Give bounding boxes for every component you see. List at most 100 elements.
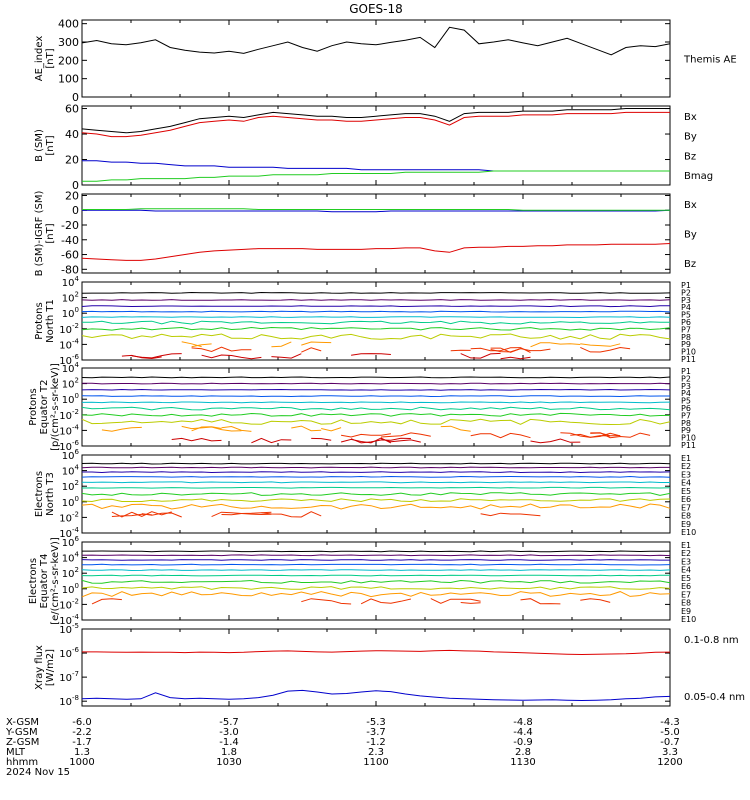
y-tick-label: 102 bbox=[62, 479, 79, 493]
series-line bbox=[82, 209, 671, 213]
y-tick-label: 102 bbox=[62, 291, 79, 305]
y-tick-label: -20 bbox=[61, 219, 79, 232]
channel-label: P2 bbox=[681, 288, 691, 297]
channel-segment bbox=[360, 598, 412, 605]
channel-line bbox=[81, 418, 671, 426]
panel-frame bbox=[81, 541, 671, 621]
y-tick-label: 10-7 bbox=[59, 670, 79, 684]
channel-label: E4 bbox=[681, 566, 691, 575]
y-tick-label: 10-4 bbox=[59, 613, 79, 627]
channel-segment bbox=[271, 341, 292, 348]
channel-label: E6 bbox=[681, 495, 691, 504]
y-axis-label: Electrons bbox=[28, 558, 39, 604]
channel-label: E9 bbox=[681, 607, 691, 616]
channel-label: E3 bbox=[681, 557, 691, 566]
ephemeris-value: 1100 bbox=[363, 757, 388, 768]
channel-segment bbox=[211, 511, 272, 518]
channel-line bbox=[81, 382, 671, 385]
panel-2: 60 40 20 0 B (SM) [nT] Bx By Bz Bmag bbox=[34, 103, 713, 192]
y-tick-label: 10-2 bbox=[59, 408, 79, 422]
y-tick-label: 10-6 bbox=[59, 353, 79, 367]
channel-label: P5 bbox=[681, 311, 691, 320]
channel-line bbox=[81, 559, 670, 561]
channel-line bbox=[81, 395, 670, 398]
y-axis-label: North T1 bbox=[45, 299, 56, 343]
channel-segment bbox=[450, 349, 471, 352]
channel-label: E8 bbox=[681, 599, 691, 608]
ephemeris-row-label: hhmm bbox=[6, 757, 38, 768]
channel-label: P5 bbox=[681, 397, 691, 406]
channel-segment bbox=[111, 511, 172, 518]
channel-line bbox=[82, 471, 671, 474]
y-axis-label: Equator T2 bbox=[39, 380, 50, 435]
ephemeris-row-label: Z-GSM bbox=[6, 737, 39, 748]
channel-label: P11 bbox=[681, 355, 696, 364]
y-tick-label: -80 bbox=[61, 263, 79, 276]
channel-label: E5 bbox=[681, 574, 691, 583]
y-tick-label: 0 bbox=[72, 204, 79, 217]
ephemeris-value: 2.8 bbox=[515, 747, 531, 758]
series-line bbox=[82, 160, 670, 172]
y-tick-label: 100 bbox=[62, 392, 79, 406]
ephemeris-value: -3.7 bbox=[366, 727, 386, 738]
series-line bbox=[82, 170, 670, 182]
channel-label: P10 bbox=[681, 348, 696, 357]
channel-line bbox=[81, 466, 670, 469]
ephemeris-value: -3.0 bbox=[219, 727, 239, 738]
y-tick-label: 10-4 bbox=[59, 526, 79, 540]
channel-segment bbox=[460, 602, 481, 604]
ephemeris-value: 2.3 bbox=[368, 747, 384, 758]
channel-line bbox=[81, 401, 671, 404]
channel-line bbox=[81, 486, 671, 489]
channel-segment bbox=[380, 432, 431, 438]
y-tick-label: 10-2 bbox=[59, 322, 79, 336]
channel-line bbox=[81, 579, 671, 584]
ephemeris-value: -5.0 bbox=[660, 727, 680, 738]
y-tick-label: 60 bbox=[65, 103, 79, 116]
channel-label: E9 bbox=[681, 520, 691, 529]
channel-line bbox=[81, 299, 671, 301]
ephemeris-value: -5.3 bbox=[366, 717, 386, 728]
channel-segment bbox=[470, 347, 531, 353]
channel-segment bbox=[191, 346, 252, 353]
channel-segment bbox=[201, 354, 262, 360]
y-tick-label: 100 bbox=[62, 495, 79, 509]
channel-segment bbox=[550, 342, 581, 345]
channel-segment bbox=[530, 342, 551, 348]
legend-label: Bz bbox=[684, 151, 696, 162]
legend-label: Bx bbox=[684, 200, 697, 211]
channel-label: E6 bbox=[681, 582, 691, 591]
y-axis-label: [nT] bbox=[45, 135, 56, 155]
channel-segment bbox=[191, 426, 222, 432]
series-line bbox=[81, 108, 670, 134]
channel-segment bbox=[350, 437, 411, 444]
channel-line bbox=[81, 462, 671, 465]
channel-segment bbox=[101, 426, 142, 432]
channel-label: P8 bbox=[681, 333, 691, 342]
channel-segment bbox=[91, 598, 122, 605]
y-axis-label: Electrons bbox=[34, 471, 45, 517]
y-tick-label: 102 bbox=[62, 566, 79, 580]
channel-label: E8 bbox=[681, 512, 691, 521]
ephemeris-value: 1030 bbox=[216, 757, 241, 768]
channel-line bbox=[81, 492, 671, 496]
channel-segment bbox=[380, 438, 421, 443]
panel-frame bbox=[81, 19, 671, 98]
y-tick-label: 102 bbox=[62, 377, 79, 391]
channel-line bbox=[81, 310, 671, 313]
legend-label: Bx bbox=[684, 112, 697, 123]
y-tick-label: 200 bbox=[58, 54, 79, 67]
channel-segment bbox=[440, 425, 471, 432]
series-line bbox=[81, 243, 671, 261]
y-tick-label: 100 bbox=[58, 73, 79, 86]
y-tick-label: 10-6 bbox=[59, 646, 79, 660]
channel-label: E1 bbox=[681, 541, 691, 550]
channel-label: P9 bbox=[681, 426, 691, 435]
channel-segment bbox=[530, 438, 581, 444]
channel-label: E3 bbox=[681, 470, 691, 479]
y-tick-label: 10-8 bbox=[59, 694, 79, 708]
